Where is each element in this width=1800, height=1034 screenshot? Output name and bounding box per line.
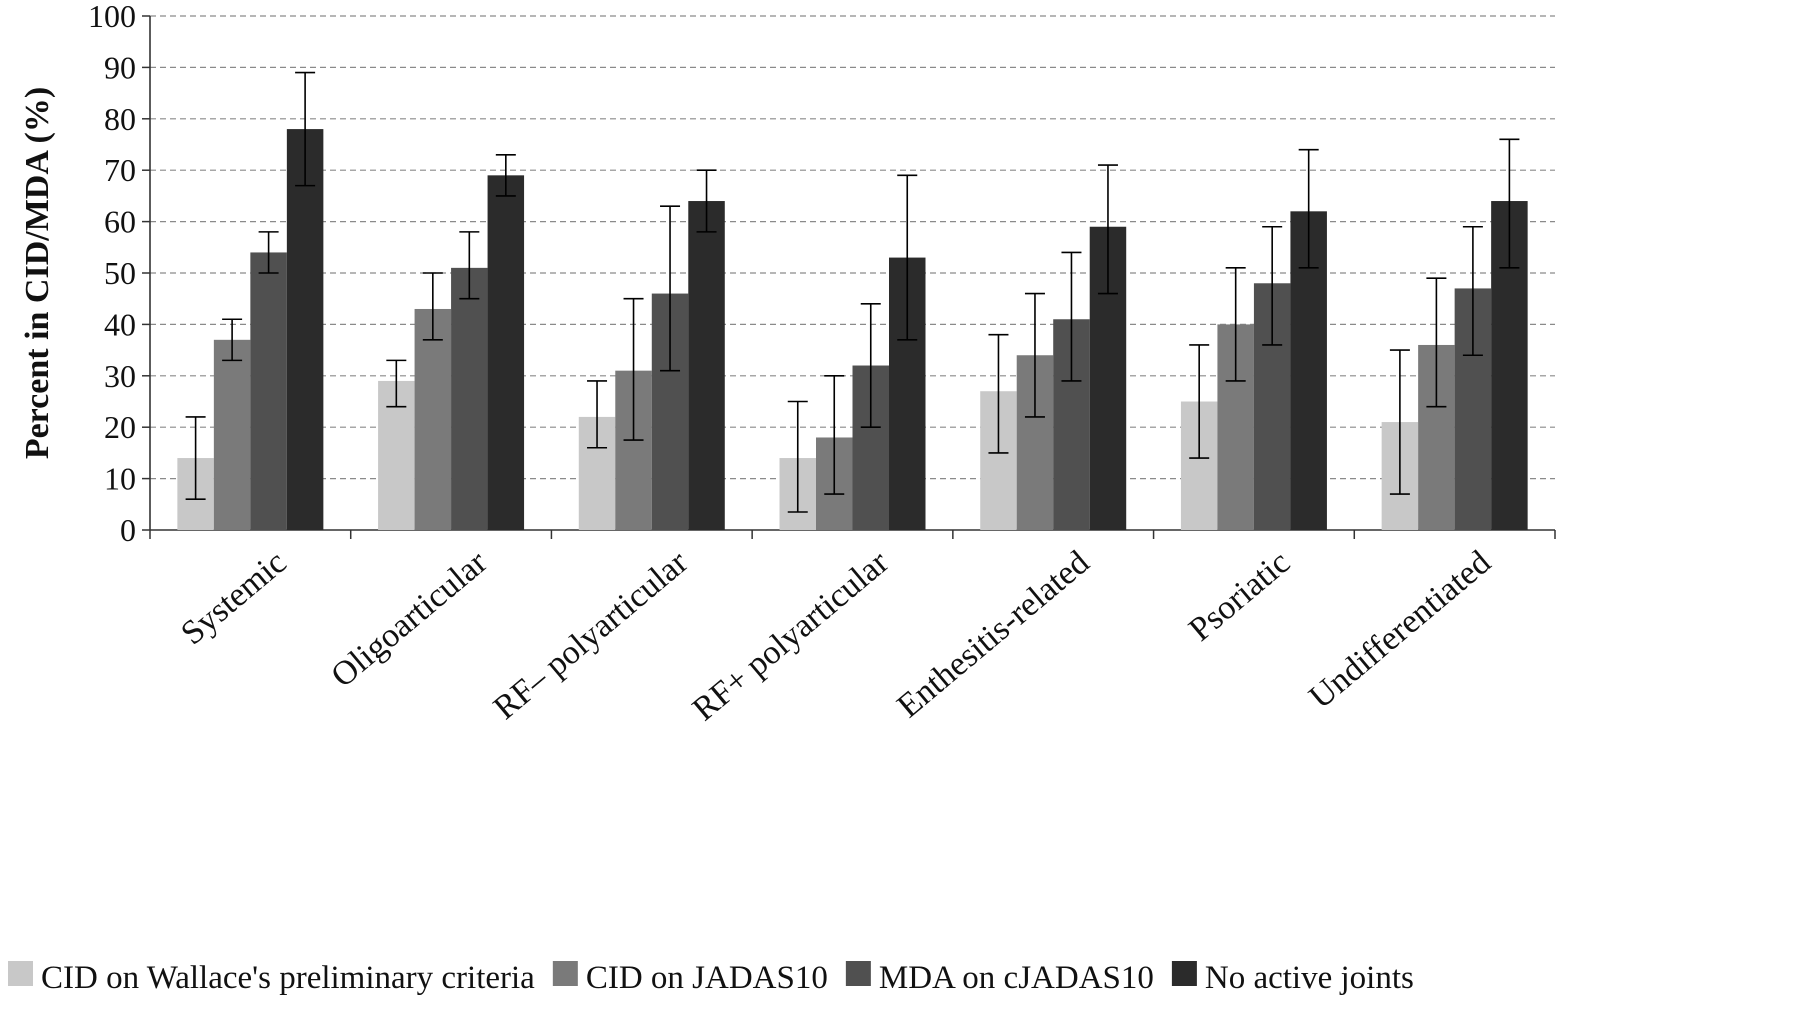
legend-label: No active joints [1205,960,1414,996]
legend-label: CID on JADAS10 [586,960,828,996]
category-label: Oligoarticular [324,543,494,694]
bar [688,201,725,531]
y-tick-label: 60 [104,204,136,240]
legend-label: CID on Wallace's preliminary criteria [41,960,535,996]
bar [286,129,324,530]
bar [451,267,488,530]
legend-swatch [845,961,871,986]
y-tick-label: 80 [104,101,136,137]
category-label: Psoriatic [1182,544,1297,649]
y-axis-title: Percent in CID/MDA (%) [19,87,56,459]
legend-swatch [552,961,578,986]
bar [213,339,251,530]
y-tick-label: 100 [88,0,136,34]
legend-swatch [8,961,33,986]
y-tick-label: 90 [104,49,136,85]
legend-swatch [1171,961,1197,986]
y-tick-label: 20 [104,409,136,445]
y-tick-label: 50 [104,255,136,291]
y-tick-label: 30 [104,358,136,394]
bar [250,252,287,530]
y-tick-label: 0 [120,512,136,548]
category-label: Systemic [174,544,293,652]
category-label: Enthesitis-related [890,544,1096,725]
y-tick-label: 10 [104,461,136,497]
y-tick-label: 40 [104,306,136,342]
category-label: RF– polyarticular [487,543,696,727]
category-label: Undifferentiated [1302,544,1497,716]
legend-label: MDA on cJADAS10 [879,960,1154,996]
bar [414,308,452,530]
y-tick-label: 70 [104,152,136,188]
bar [487,175,525,530]
category-label: RF+ polyarticular [686,543,896,728]
